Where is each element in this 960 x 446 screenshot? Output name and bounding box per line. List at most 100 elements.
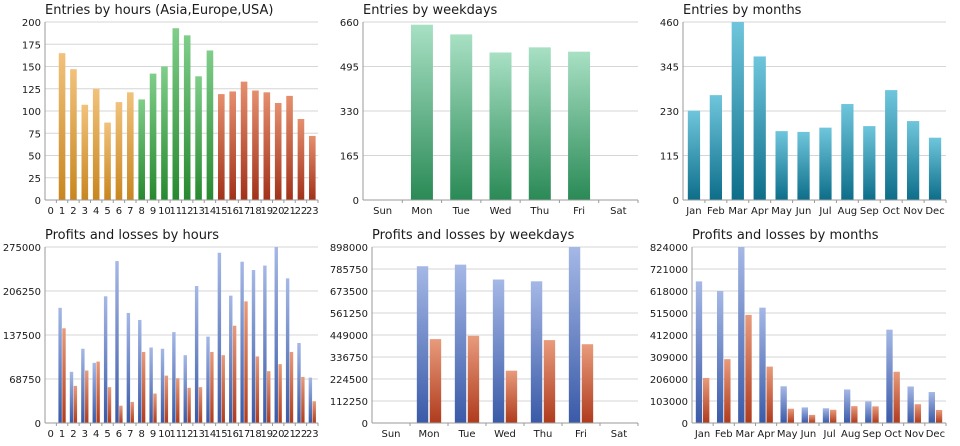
losses-bar [278, 364, 282, 423]
bar [819, 127, 832, 200]
profits-losses-by-months-chart: Profits and losses by months 0 103000 20600… [650, 228, 947, 440]
x-tick-label: Sun [373, 206, 392, 217]
y-tick-label: 0 [35, 196, 41, 207]
profits-bar [907, 386, 914, 423]
losses-bar [808, 414, 816, 423]
y-tick-label: 175 [22, 40, 41, 51]
losses-bar [581, 344, 594, 423]
profits-bar [194, 286, 199, 423]
y-tick-label: 206000 [650, 375, 688, 386]
losses-bar [232, 325, 237, 423]
x-tick-label: 2 [70, 429, 76, 440]
profits-bar [297, 343, 301, 423]
entries-by-weekdays-chart: Entries by weekdays 0 165 330 495 660 Sun Mon Tu… [340, 3, 639, 217]
x-tick-label: May [777, 429, 798, 440]
y-tick-label: 561250 [330, 309, 368, 320]
x-tick-label: Apr [751, 206, 769, 217]
x-tick-label: 23 [306, 429, 319, 440]
x-tick-label: Thu [533, 429, 553, 440]
losses-bar [221, 355, 225, 423]
x-tick-label: Wed [490, 206, 512, 217]
profits-losses-by-hours-chart: Profits and losses by hours0687501375002… [3, 228, 319, 440]
x-tick-label: 5 [104, 429, 110, 440]
profits-bar [801, 407, 808, 423]
y-tick-label: 0 [353, 196, 359, 207]
y-tick-label: 200 [22, 18, 41, 29]
profits-bar [240, 261, 244, 423]
x-tick-label: Mar [735, 429, 755, 440]
losses-bar [255, 356, 260, 423]
profits-bar [716, 291, 724, 423]
x-tick-label: 3 [82, 206, 88, 217]
bar [240, 81, 248, 200]
x-tick-label: Feb [707, 206, 725, 217]
chart-title: Entries by months [683, 3, 802, 18]
x-tick-label: Sep [860, 206, 879, 217]
x-tick-label: 12 [181, 206, 194, 217]
profits-bar [822, 408, 830, 423]
losses-bar [312, 401, 316, 423]
x-tick-label: 17 [238, 429, 251, 440]
x-tick-label: 4 [93, 429, 99, 440]
x-tick-label: 6 [116, 206, 122, 217]
x-tick-label: 10 [158, 206, 171, 217]
y-tick-label: 515000 [650, 309, 688, 320]
x-tick-label: 11 [169, 429, 182, 440]
bar [928, 137, 942, 200]
bar [195, 76, 202, 200]
losses-bar [153, 393, 157, 423]
y-tick-label: 125 [22, 85, 41, 96]
x-tick-label: Wed [494, 429, 516, 440]
bar [885, 90, 898, 200]
x-tick-label: 7 [127, 429, 133, 440]
x-tick-label: 13 [192, 206, 205, 217]
losses-bar [429, 339, 442, 423]
profits-bar [416, 266, 429, 423]
x-tick-label: 9 [150, 429, 156, 440]
bar [775, 131, 788, 200]
x-tick-label: 0 [48, 429, 54, 440]
x-tick-label: Jul [818, 206, 831, 217]
y-tick-label: 309000 [650, 353, 688, 364]
bar [309, 135, 316, 200]
bar [70, 69, 77, 200]
y-tick-label: 345 [660, 63, 679, 74]
losses-bar [893, 371, 900, 423]
bar [863, 126, 876, 200]
x-tick-label: Oct [883, 206, 900, 217]
x-tick-label: 20 [272, 206, 285, 217]
losses-bar [164, 375, 169, 423]
bar [841, 104, 854, 200]
y-tick-label: 75 [28, 129, 41, 140]
chart-title: Profits and losses by months [692, 228, 879, 243]
bar [58, 53, 66, 201]
x-tick-label: Fri [575, 429, 587, 440]
bar [127, 92, 134, 200]
chart-title: Profits and losses by weekdays [372, 228, 575, 243]
bar [687, 110, 701, 200]
x-tick-label: 20 [272, 429, 285, 440]
bar [753, 56, 766, 200]
y-tick-label: 230 [660, 107, 679, 118]
y-tick-label: 115 [660, 152, 679, 163]
losses-bar [289, 351, 294, 423]
bar [263, 92, 271, 200]
x-tick-label: 1 [59, 429, 65, 440]
y-tick-label: 460 [660, 18, 679, 29]
x-tick-label: 19 [260, 206, 273, 217]
chart-title: Entries by hours (Asia,Europe,USA) [45, 3, 273, 18]
bar [172, 28, 180, 201]
x-tick-label: Sun [381, 429, 400, 440]
x-tick-label: Jan [685, 206, 701, 217]
y-tick-label: 660 [340, 18, 359, 29]
y-tick-label: 824000 [650, 243, 688, 254]
profits-bar [568, 247, 581, 423]
bar [410, 24, 433, 201]
y-tick-label: 0 [362, 419, 368, 430]
bar [92, 88, 100, 200]
x-tick-label: 2 [70, 206, 76, 217]
x-tick-label: 14 [204, 429, 217, 440]
x-tick-label: 9 [150, 206, 156, 217]
y-tick-label: 206250 [3, 287, 41, 298]
